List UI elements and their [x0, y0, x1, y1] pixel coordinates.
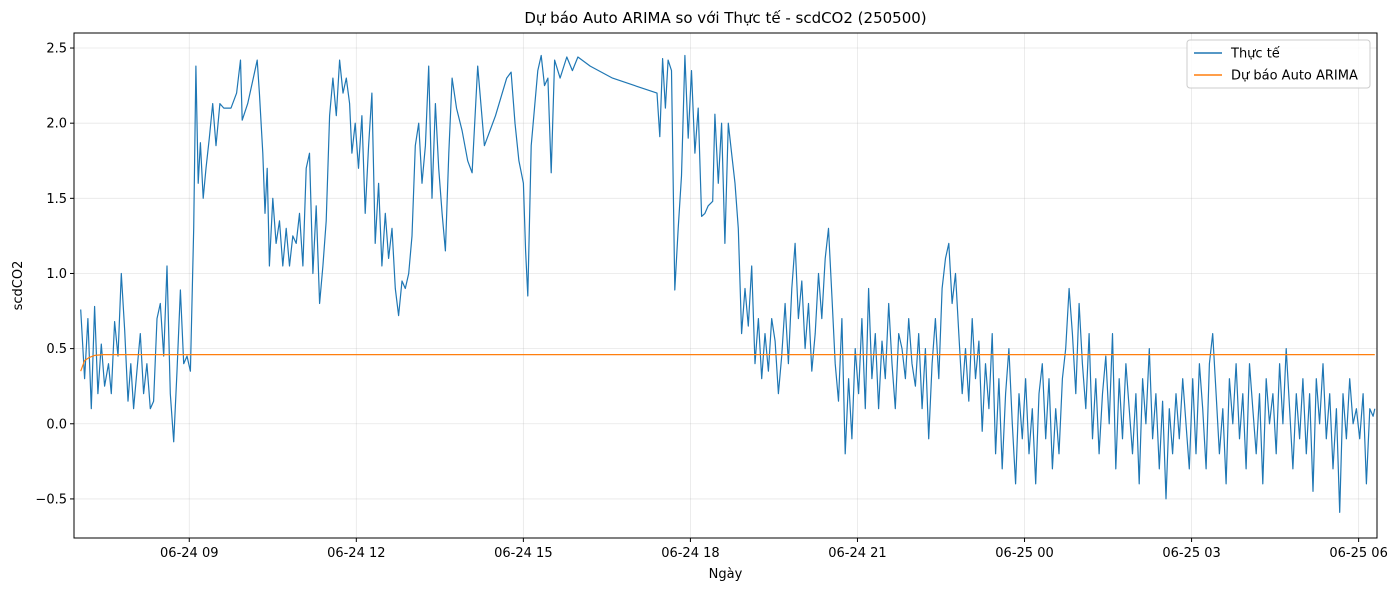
legend-box — [1186, 39, 1371, 89]
x-tick-label: 06-24 12 — [327, 546, 385, 561]
chart-title: Dự báo Auto ARIMA so với Thực tế - scdCO… — [524, 9, 926, 27]
y-tick-label: 0.0 — [46, 417, 67, 432]
x-tick-label: 06-24 15 — [494, 546, 552, 561]
plot-frame — [73, 32, 1378, 539]
y-tick-label: 2.0 — [46, 117, 67, 132]
x-tick-label: 06-25 00 — [995, 546, 1053, 561]
x-tick-label: 06-24 09 — [160, 546, 218, 561]
y-axis-label: scdCO2 — [11, 261, 26, 311]
legend-label-actual: Thực tế — [1230, 47, 1280, 62]
x-tick-label: 06-25 03 — [1162, 546, 1220, 561]
x-axis-label: Ngày — [709, 567, 743, 582]
x-tick-label: 06-24 21 — [828, 546, 886, 561]
tick-layer: 06-24 09 06-24 12 06-24 15 06-24 18 06-24 21… — [35, 42, 1387, 561]
y-tick-label: 1.5 — [46, 192, 67, 207]
x-tick-label: 06-24 18 — [661, 546, 719, 561]
x-tick-label: 06-25 06 — [1329, 546, 1387, 561]
y-tick-label: 0.5 — [46, 342, 67, 357]
grid-layer — [74, 33, 1377, 538]
legend-label-forecast: Dự báo Auto ARIMA — [1231, 69, 1358, 84]
series-line-forecast — [80, 354, 1375, 372]
y-tick-label: −0.5 — [35, 492, 67, 507]
y-tick-label: 1.0 — [46, 267, 67, 282]
legend: Thực tế Dự báo Auto ARIMA — [1186, 39, 1371, 89]
series-line-actual — [80, 54, 1376, 513]
series-layer — [80, 54, 1376, 513]
y-tick-label: 2.5 — [46, 42, 67, 57]
